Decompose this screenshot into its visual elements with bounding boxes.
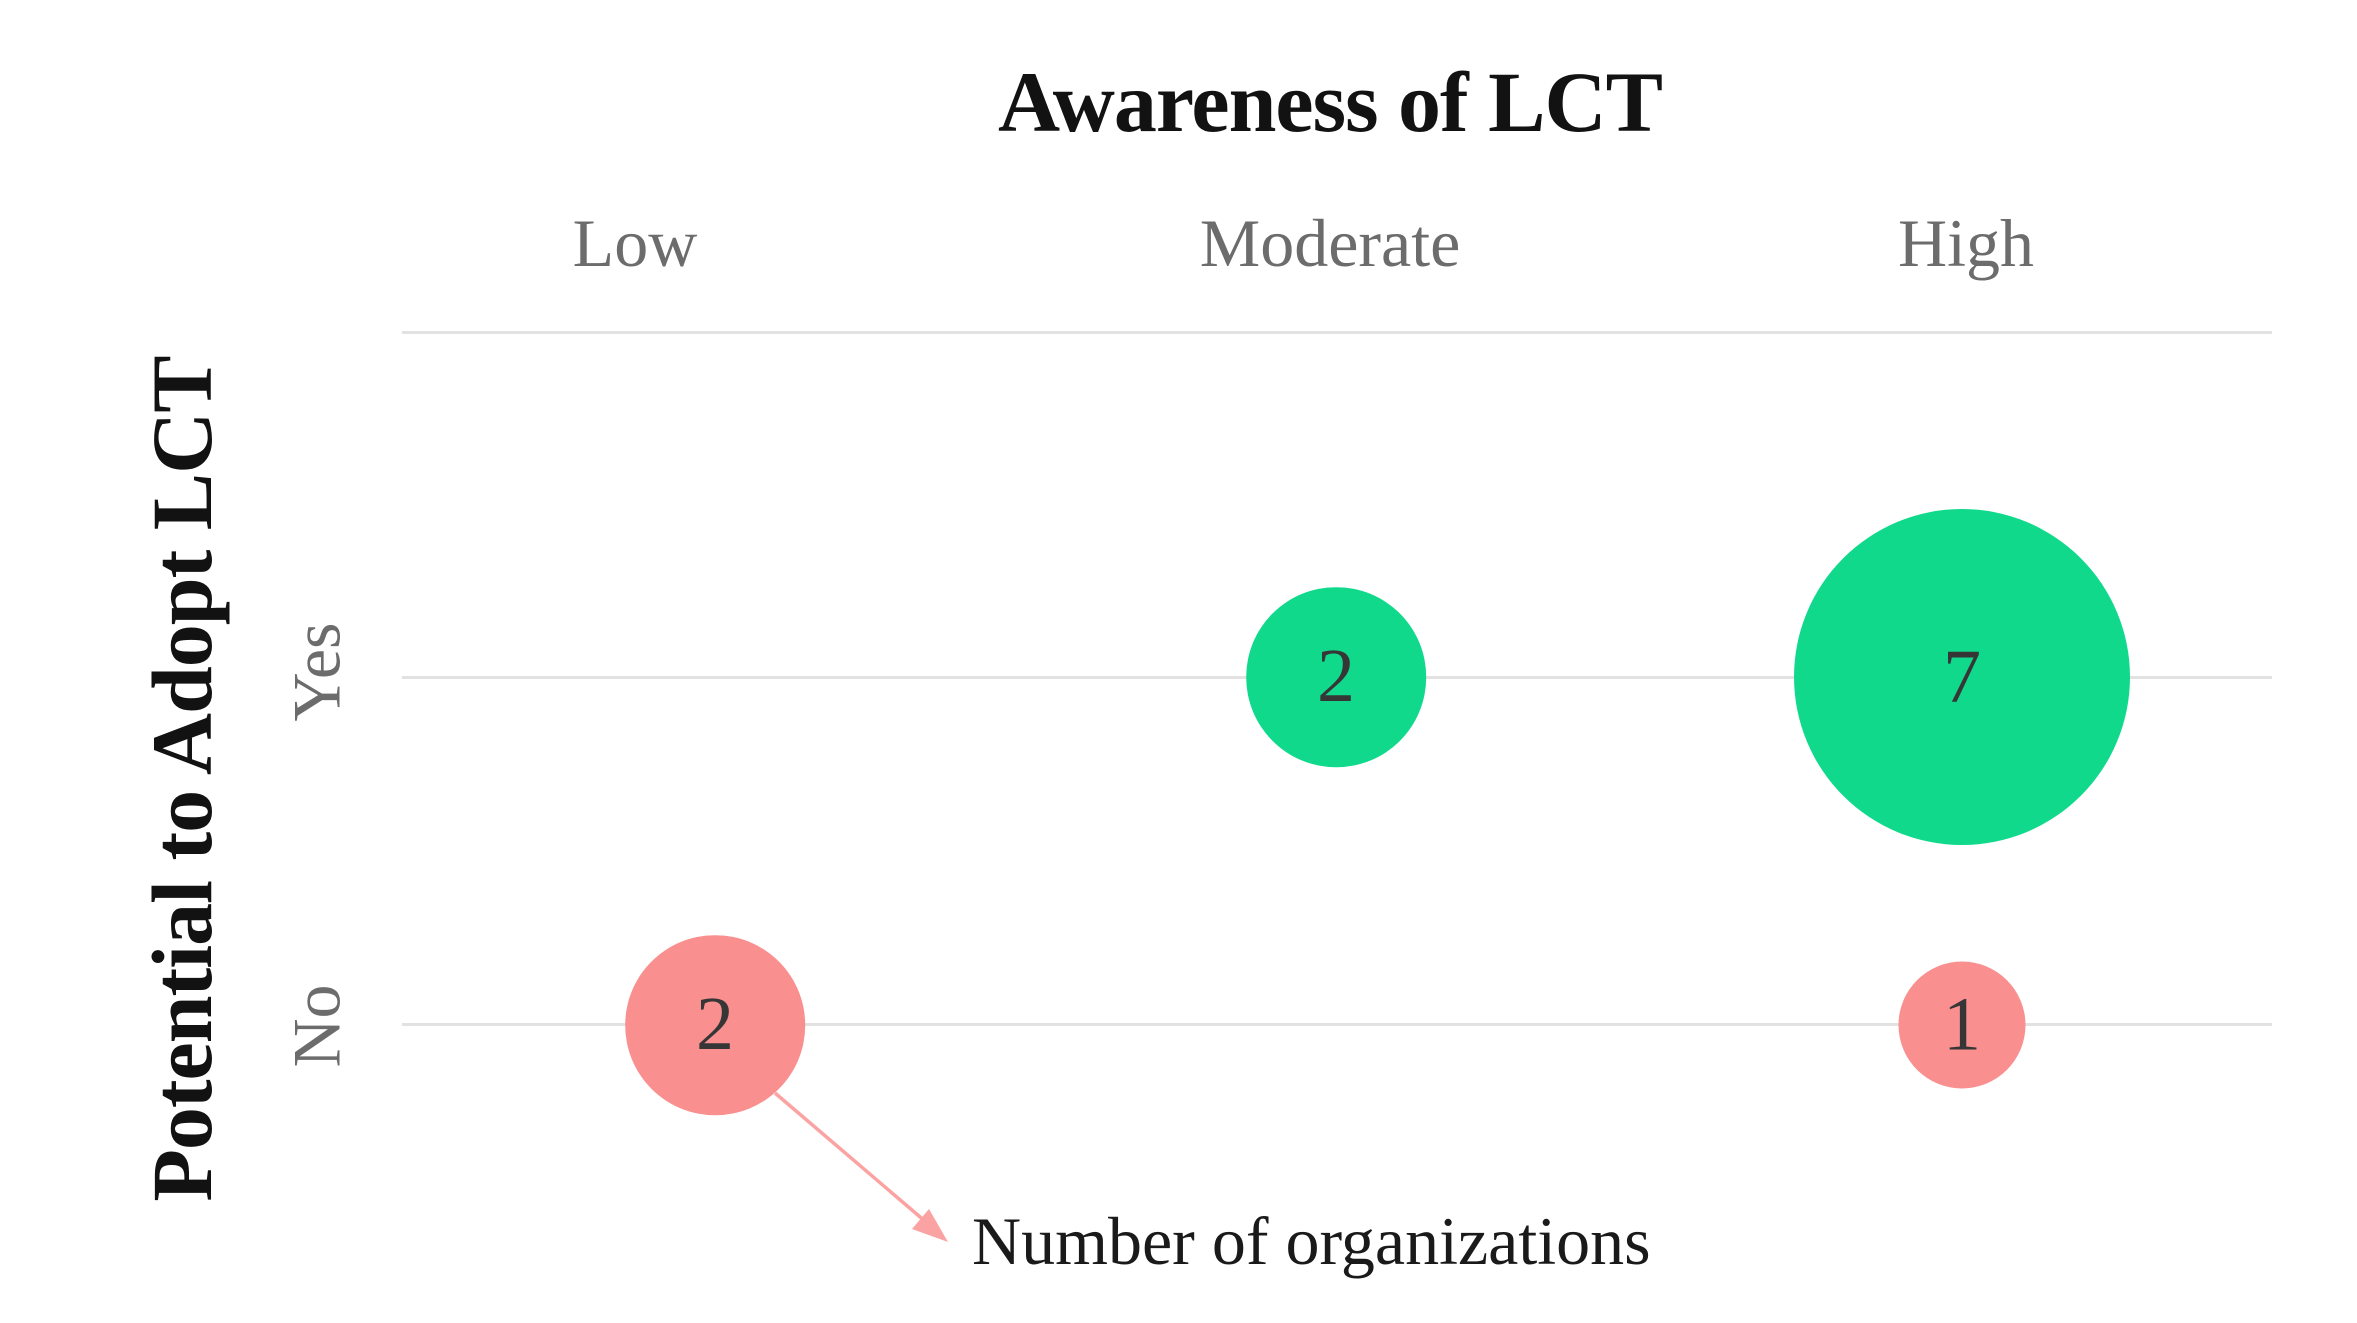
x-tick-moderate: Moderate <box>1199 205 1461 281</box>
y-axis-title: Potential to Adopt LCT <box>134 356 230 1202</box>
bubble-high-no: 1 <box>1898 961 2026 1089</box>
bubble-high-yes: 7 <box>1794 509 2130 845</box>
annotation-arrow-line <box>773 1091 928 1224</box>
y-tick-yes: Yes <box>278 622 355 722</box>
annotation-size-legend: Number of organizations <box>972 1203 1651 1279</box>
x-tick-high: High <box>1898 205 2034 281</box>
x-axis-title: Awareness of LCT <box>997 54 1663 150</box>
bubble-moderate-yes: 2 <box>1246 587 1426 767</box>
bubble-low-no: 2 <box>625 935 805 1115</box>
annotation-arrowhead-icon <box>912 1209 948 1242</box>
gridline-no <box>402 1023 2272 1026</box>
y-tick-no: No <box>278 984 355 1068</box>
x-tick-low: Low <box>572 205 698 281</box>
gridline-top <box>402 331 2272 334</box>
